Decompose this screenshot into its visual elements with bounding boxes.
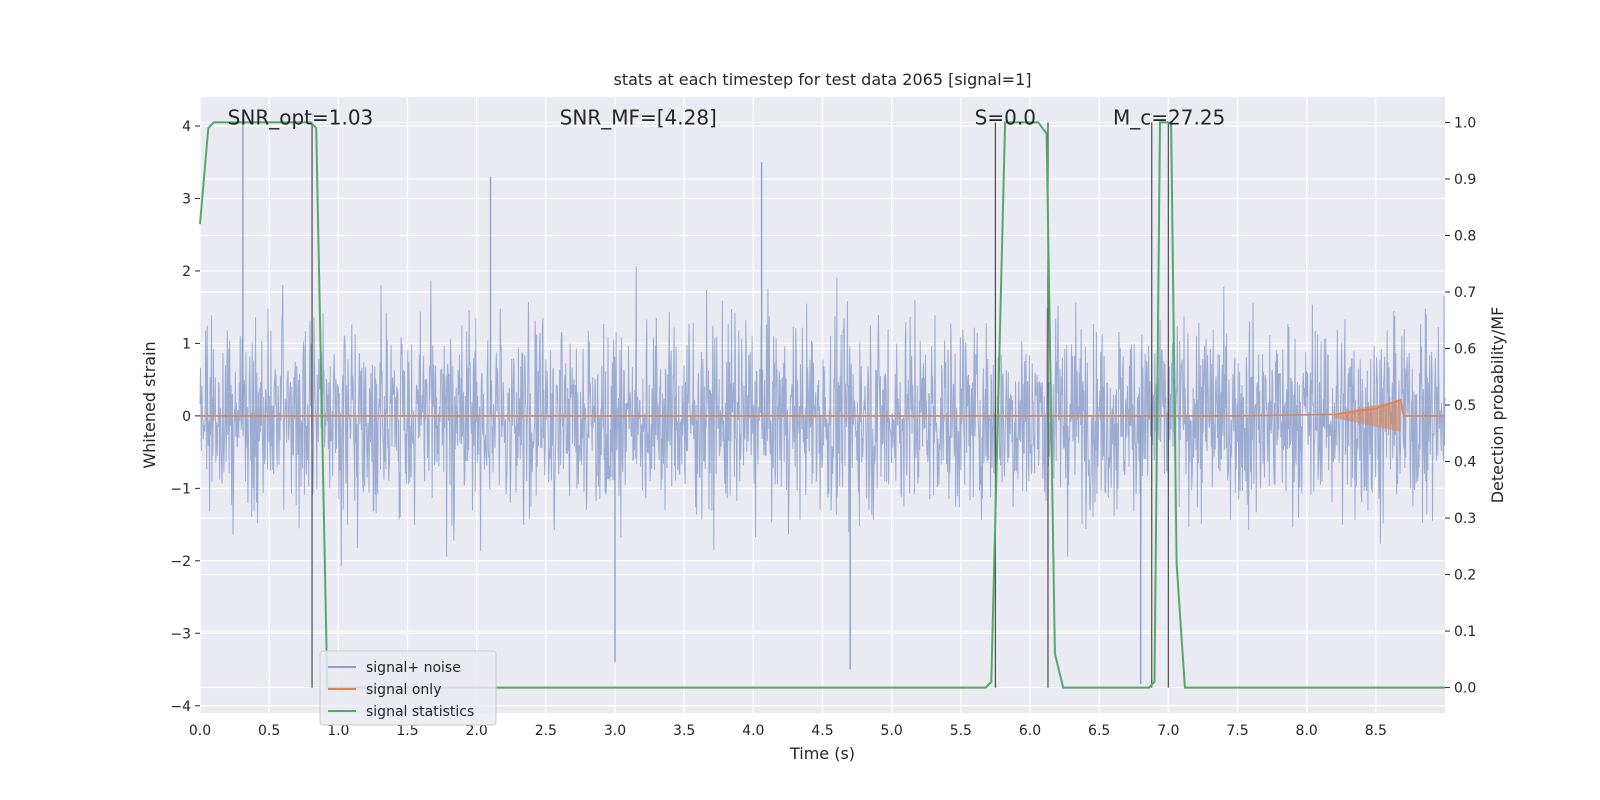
y-right-tick-label: 0.3: [1454, 511, 1476, 527]
signal-chirp: [1334, 399, 1401, 432]
x-tick-label: 0.0: [189, 723, 211, 739]
x-tick-label: 5.5: [950, 723, 972, 739]
annotation: S=0.0: [975, 106, 1036, 130]
y-tick-label: 1: [182, 336, 191, 352]
x-tick-label: 8.5: [1365, 723, 1387, 739]
y-right-tick-label: 0.4: [1454, 455, 1476, 471]
x-axis-label: Time (s): [789, 744, 855, 763]
x-tick-label: 4.5: [811, 723, 833, 739]
y-right-tick-label: 0.6: [1454, 341, 1476, 357]
annotation: SNR_MF=[4.28]: [560, 106, 717, 130]
y-right-tick-label: 0.5: [1454, 398, 1476, 414]
x-tick-label: 2.5: [535, 723, 557, 739]
y-right-tick-label: 0.2: [1454, 568, 1476, 584]
y-right-tick-label: 1.0: [1454, 115, 1476, 131]
y-right-tick-label: 0.1: [1454, 624, 1476, 640]
x-tick-label: 7.0: [1157, 723, 1179, 739]
y-tick-label: −4: [170, 699, 191, 715]
vertical-markers: [311, 122, 1169, 688]
statistics-line: [199, 121, 1445, 689]
chart-title: stats at each timestep for test data 206…: [613, 70, 1031, 89]
noise-line: [199, 266, 1446, 567]
legend-entry: signal statistics: [366, 704, 474, 720]
y-tick-label: 2: [182, 264, 191, 280]
legend-entry: signal+ noise: [366, 660, 461, 676]
y-tick-label: 4: [182, 119, 191, 135]
annotations: SNR_opt=1.03 SNR_MF=[4.28] S=0.0 M_c=27.25: [228, 106, 1226, 130]
y-right-tick-label: 0.7: [1454, 285, 1476, 301]
y-tick-label: −1: [170, 481, 191, 497]
y-axis-right-label: Detection probability/MF: [1488, 307, 1507, 504]
y-right-tick-label: 0.0: [1454, 681, 1476, 697]
x-tick-label: 3.0: [604, 723, 626, 739]
x-tick-label: 8.0: [1296, 723, 1318, 739]
x-tick-label: 0.5: [258, 723, 280, 739]
y-axis-left-ticks: −4 −3 −2 −1 0 1 2 3 4: [170, 119, 200, 715]
x-tick-label: 7.5: [1226, 723, 1248, 739]
series-signal-noise: [199, 118, 1446, 685]
x-tick-label: 1.5: [396, 723, 418, 739]
x-tick-label: 6.5: [1088, 723, 1110, 739]
y-tick-label: 3: [182, 191, 191, 207]
series-signal-only: [200, 398, 1445, 432]
x-tick-label: 6.0: [1019, 723, 1041, 739]
y-tick-label: −3: [170, 626, 191, 642]
y-right-tick-label: 0.8: [1454, 228, 1476, 244]
x-axis-ticks: 0.0 0.5 1.0 1.5 2.0 2.5 3.0 3.5 4.0 4.5 5.0 5.5 6.0 6…: [189, 723, 1387, 739]
annotation: SNR_opt=1.03: [228, 106, 374, 130]
annotation: M_c=27.25: [1113, 106, 1225, 130]
x-tick-label: 5.0: [881, 723, 903, 739]
x-tick-label: 3.5: [673, 723, 695, 739]
x-tick-label: 4.0: [742, 723, 764, 739]
y-axis-right-ticks: 0.0 0.1 0.2 0.3 0.4 0.5 0.6 0.7 0.8 0.9 1.0: [1445, 115, 1476, 697]
legend: signal+ noise signal only signal statistic…: [319, 650, 497, 726]
y-axis-label: Whitened strain: [140, 341, 159, 468]
x-tick-label: 2.0: [466, 723, 488, 739]
legend-box: [319, 650, 497, 726]
series-signal-statistics: [199, 121, 1445, 689]
y-tick-label: 0: [182, 409, 191, 425]
y-right-tick-label: 0.9: [1454, 172, 1476, 188]
y-tick-label: −2: [170, 554, 191, 570]
x-tick-label: 1.0: [327, 723, 349, 739]
legend-entry: signal only: [366, 682, 441, 698]
